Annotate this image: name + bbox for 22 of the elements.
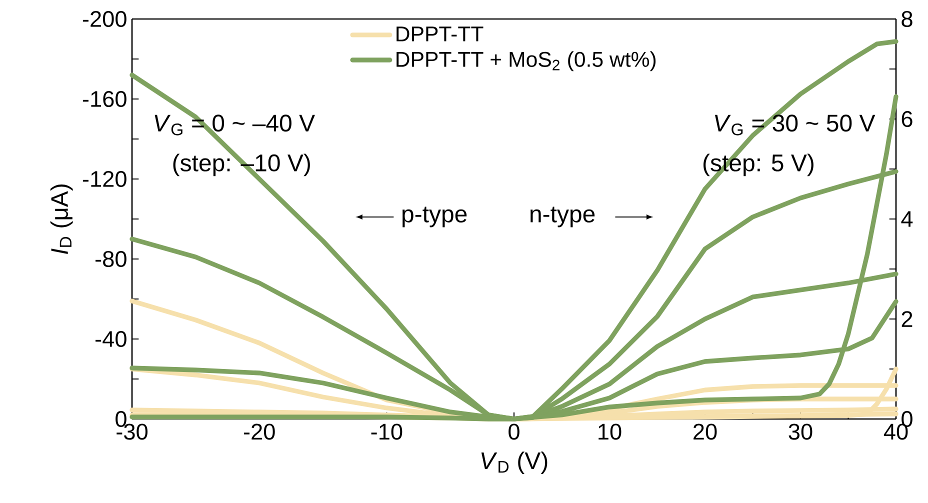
- annotation: n-type: [530, 206, 595, 228]
- y-tick-label: -40: [96, 330, 126, 348]
- legend-label: DPPT-TT + MoS$_{2}$ (0.5 wt%): [396, 51, 656, 72]
- legend-label: DPPT-TT: [396, 26, 484, 42]
- annotation: V$_{G}$ = 30 ~ 50 V: [714, 114, 876, 136]
- annotation: p-type: [402, 206, 467, 228]
- x-tick-label: -20: [244, 424, 275, 440]
- x-axis-title: V$_{D}$ (V): [481, 452, 548, 474]
- y-tick-label: -160: [82, 90, 126, 108]
- x-tick-label: 30: [788, 424, 812, 440]
- x-tick-label: 0: [508, 424, 520, 440]
- y-tick-label: 8: [902, 10, 912, 28]
- x-tick-label: 20: [694, 424, 717, 440]
- y-tick-label: 2: [902, 311, 912, 327]
- y-tick-label: 4: [901, 211, 913, 227]
- x-tick-label: 10: [598, 424, 622, 440]
- y-tick-label: 6: [902, 110, 912, 128]
- y-tick-label: -200: [82, 10, 126, 28]
- y-tick-label: -80: [96, 250, 126, 268]
- y-axis-title: I$_{D}$ (μA): [50, 184, 73, 254]
- x-tick-label: -10: [371, 424, 402, 440]
- y-tick-label: -120: [82, 170, 126, 188]
